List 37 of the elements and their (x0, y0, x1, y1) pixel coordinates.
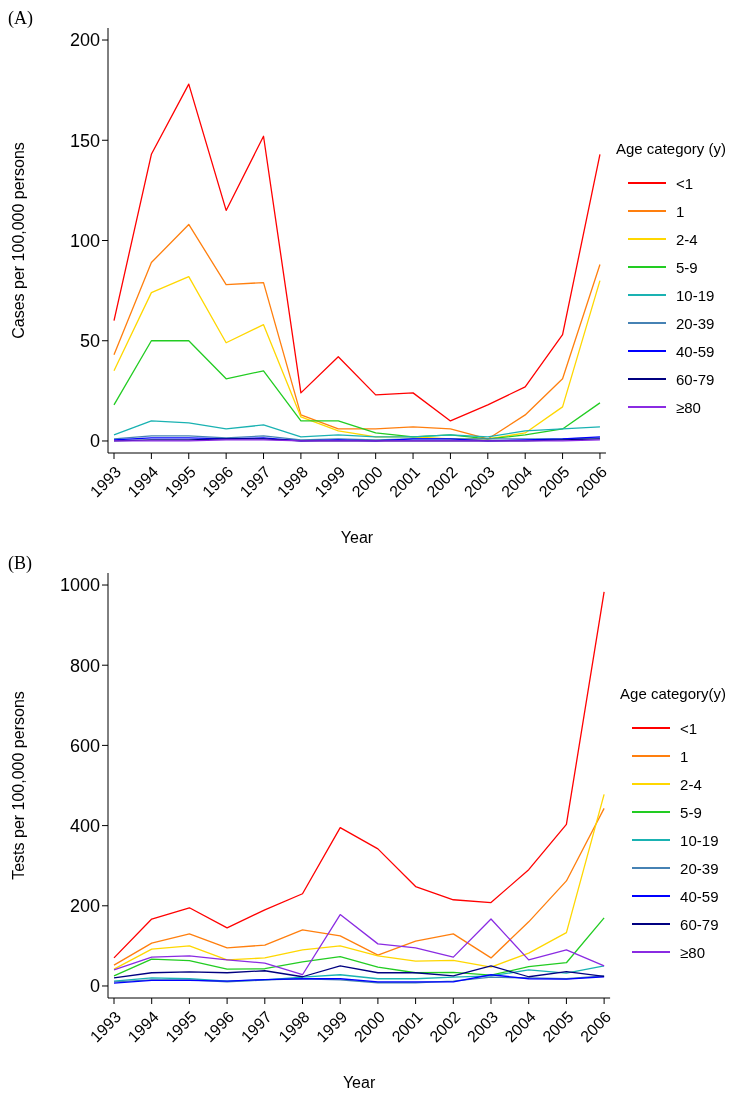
y-tick-label: 0 (89, 431, 100, 452)
y-tick-label: 200 (69, 30, 100, 51)
legend-label: 1 (675, 202, 685, 220)
legend-label: ≥80 (680, 943, 706, 961)
y-tick-label: 1000 (59, 575, 100, 596)
legend-label: 60-79 (680, 915, 719, 933)
legend-title: Age category(y) (620, 685, 726, 702)
legend-label: 40-59 (680, 887, 719, 905)
y-tick-label: 200 (69, 896, 100, 917)
x-axis-title: Year (340, 529, 374, 546)
legend-label: 40-59 (675, 342, 715, 360)
legend-label: <1 (680, 719, 698, 737)
legend-label: 60-79 (675, 370, 715, 388)
y-tick-label: 800 (69, 655, 100, 676)
legend-label: 10-19 (675, 286, 715, 304)
y-tick-label: 150 (69, 130, 100, 151)
legend-label: 20-39 (675, 314, 715, 332)
legend-title: Age category (y) (615, 140, 726, 157)
y-tick-label: 400 (69, 815, 100, 836)
chart-title: (A) (8, 8, 33, 29)
legend-label: ≥80 (675, 398, 701, 416)
legend-label: 2-4 (680, 775, 702, 793)
legend-label: 1 (680, 747, 689, 765)
chart-title: (B) (8, 553, 32, 574)
y-axis-title: Cases per 100,000 persons (9, 142, 27, 339)
legend-label: <1 (675, 174, 694, 192)
y-tick-label: 50 (79, 331, 100, 352)
legend-label: 2-4 (675, 230, 698, 248)
y-tick-label: 0 (89, 976, 100, 997)
legend-label: 5-9 (680, 803, 702, 821)
x-axis-title: Year (342, 1074, 376, 1091)
y-tick-label: 600 (69, 735, 100, 756)
legend-label: 5-9 (675, 258, 698, 276)
y-axis-title: Tests per 100,000 persons (9, 691, 27, 880)
legend-label: 20-39 (680, 859, 719, 877)
legend-label: 10-19 (680, 831, 719, 849)
y-tick-label: 100 (69, 230, 100, 251)
